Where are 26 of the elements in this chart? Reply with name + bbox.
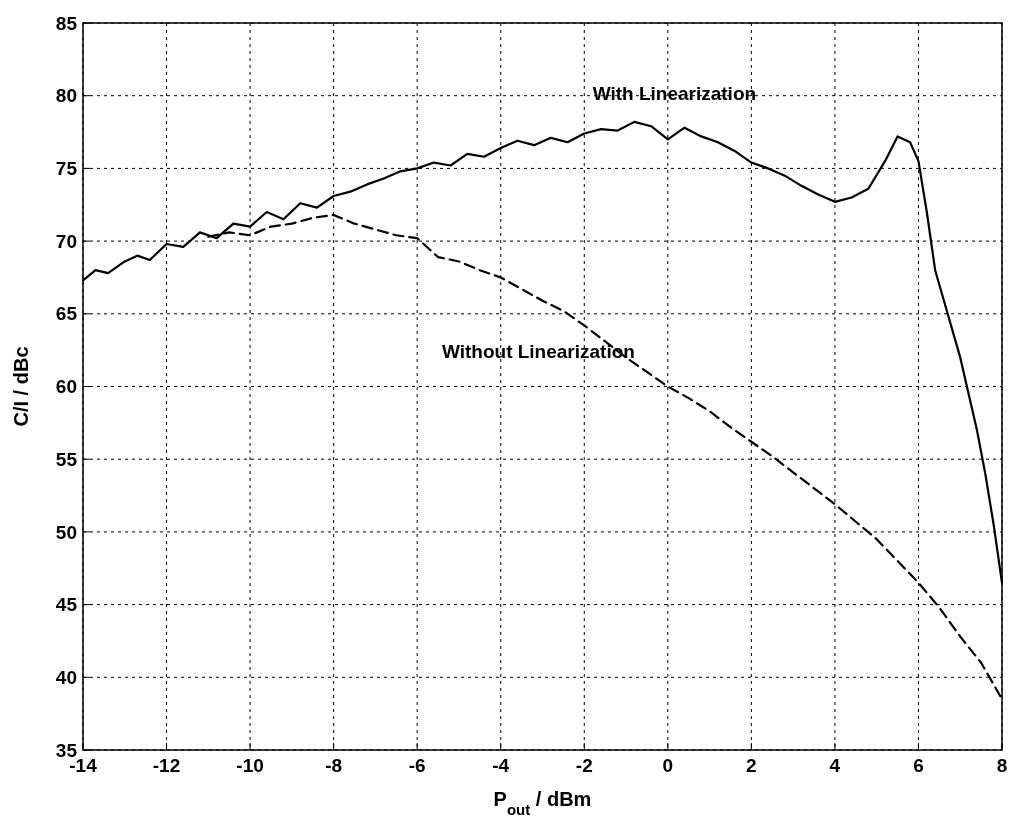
x-tick-label: -12 <box>152 755 181 776</box>
x-tick-label: 2 <box>746 755 757 776</box>
x-tick-label: -4 <box>492 755 510 776</box>
y-axis-title: C/I / dBc <box>10 346 32 427</box>
x-tick-label: 8 <box>996 755 1008 776</box>
x-tick-label: -10 <box>236 755 264 776</box>
y-tick-label: 70 <box>55 230 77 252</box>
x-tick-label: 0 <box>662 755 674 776</box>
y-tick-label: 35 <box>55 739 78 761</box>
x-tick-label: -2 <box>575 755 593 776</box>
x-tick-label: -8 <box>325 755 343 776</box>
x-tick-label: 6 <box>913 755 924 776</box>
y-tick-label: 80 <box>55 85 77 107</box>
y-tick-label: 55 <box>55 448 78 470</box>
x-axis-title: P$_{out}$ / dBm <box>493 788 592 818</box>
y-tick-label: 85 <box>55 12 78 34</box>
series-label: With Linearization <box>592 82 757 104</box>
series-label: Without Linearization <box>441 340 635 362</box>
y-tick-label: 45 <box>55 594 78 616</box>
y-tick-label: 75 <box>55 158 78 180</box>
y-tick-label: 40 <box>55 666 77 688</box>
y-tick-label: 50 <box>55 521 77 543</box>
x-tick-label: 4 <box>829 755 841 776</box>
x-tick-label: -6 <box>408 755 426 776</box>
y-tick-label: 60 <box>55 376 77 398</box>
y-tick-label: 65 <box>55 303 78 325</box>
